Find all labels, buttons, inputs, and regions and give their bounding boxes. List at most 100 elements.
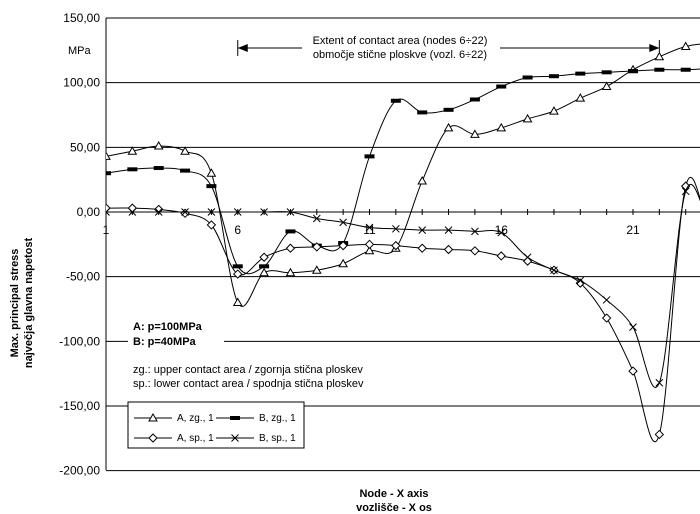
- notes-bg: [128, 362, 374, 392]
- data-point: [338, 240, 348, 251]
- y-tick-label: -150,00: [59, 399, 100, 413]
- data-point: [106, 151, 111, 160]
- data-point: [181, 208, 189, 216]
- data-point: [128, 208, 137, 216]
- data-point: [444, 226, 453, 234]
- series-B, sp., 1: [106, 183, 700, 388]
- extent-annotation: Extent of contact area (nodes 6÷22) obmo…: [237, 33, 660, 63]
- x-axis-title-line1: Node - X axis: [359, 488, 428, 500]
- data-point: [206, 184, 217, 189]
- data-point: [417, 110, 428, 115]
- case-a-label: A: p=100MPa: [133, 321, 203, 333]
- legend-label-b-zg: B, zg., 1: [259, 413, 296, 424]
- series-A, zg., 1: [106, 41, 700, 307]
- data-point: [681, 187, 690, 196]
- data-point: [654, 51, 665, 61]
- legend-marker: [148, 412, 158, 422]
- data-point: [153, 204, 164, 215]
- data-point: [680, 67, 691, 72]
- series-line: [106, 176, 700, 443]
- legend-label-a-sp: A, sp., 1: [177, 433, 214, 444]
- data-point: [391, 240, 401, 251]
- data-point: [259, 267, 269, 277]
- data-point: [470, 246, 480, 256]
- data-point: [629, 323, 637, 331]
- data-point: [206, 220, 217, 230]
- data-point: [180, 168, 191, 173]
- data-point: [522, 113, 533, 123]
- data-point: [127, 203, 138, 213]
- case-b-label: B: p=40MPa: [133, 336, 197, 348]
- legend-label-a-zg: A, zg., 1: [177, 413, 214, 424]
- data-point: [417, 175, 428, 185]
- data-point: [470, 129, 480, 138]
- data-point: [575, 71, 586, 76]
- data-point: [364, 154, 375, 159]
- unit-label: MPa: [68, 45, 92, 57]
- data-point: [260, 208, 268, 216]
- data-point: [601, 70, 612, 75]
- data-point: [418, 226, 427, 234]
- legend-marker: [230, 416, 240, 420]
- data-point: [628, 366, 638, 376]
- data-point: [601, 313, 612, 323]
- data-point: [576, 276, 585, 285]
- data-point: [443, 107, 454, 112]
- extent-arrow-left: [237, 44, 248, 52]
- data-point: [233, 269, 243, 279]
- data-point: [285, 229, 296, 234]
- data-point: [312, 242, 322, 252]
- data-point: [497, 228, 506, 237]
- data-point: [285, 243, 296, 253]
- y-tick-label: -200,00: [59, 464, 100, 478]
- data-point: [654, 67, 665, 72]
- data-point: [127, 167, 138, 172]
- legend: A, zg., 1 B, zg., 1 A, sp., 1 B, sp., 1: [127, 401, 305, 449]
- data-point: [523, 253, 532, 262]
- data-point: [471, 227, 479, 236]
- y-tick-label: 50,00: [70, 140, 100, 154]
- x-axis-ticks: 1611162126: [103, 209, 687, 237]
- data-point: [153, 166, 164, 171]
- data-point: [285, 267, 296, 277]
- x-tick-label: 11: [363, 223, 376, 237]
- data-point: [311, 265, 322, 274]
- data-point: [548, 74, 559, 79]
- extent-label-bg: [302, 33, 500, 63]
- data-point: [602, 296, 611, 304]
- data-point: [549, 106, 559, 115]
- data-point: [522, 75, 533, 80]
- case-label-bg: [128, 318, 224, 348]
- data-point: [469, 97, 480, 102]
- data-point: [655, 378, 664, 387]
- x-tick-label: 21: [626, 223, 640, 237]
- data-point: [443, 122, 454, 132]
- y-tick-label: 0,00: [77, 205, 101, 219]
- data-point: [338, 258, 349, 268]
- extent-label-line1: Extent of contact area (nodes 6÷22): [313, 35, 488, 47]
- data-point: [153, 141, 164, 150]
- data-point: [522, 256, 533, 266]
- y-axis-ticks: 150,00 100,00 50,00 0,00 -50,00 -100,00 -150,0…: [59, 11, 100, 478]
- series-B, zg., 1: [106, 67, 700, 275]
- y-tick-label: 150,00: [63, 11, 100, 25]
- legend-box: [127, 401, 305, 449]
- data-point: [106, 203, 111, 213]
- data-point: [496, 251, 506, 261]
- data-point: [654, 429, 665, 440]
- sp-note: sp.: lower contact area / spodnja stična…: [133, 378, 364, 390]
- data-point: [365, 223, 374, 232]
- data-point: [312, 214, 321, 223]
- data-point: [154, 208, 163, 216]
- data-point: [550, 266, 558, 275]
- data-point: [496, 122, 507, 132]
- x-axis-title-line2: vozlišče - X os: [356, 502, 432, 514]
- data-point: [127, 146, 138, 155]
- legend-marker: [148, 433, 158, 443]
- zg-note: zg.: upper contact area / zgornja stična…: [133, 364, 363, 376]
- data-point: [106, 208, 110, 216]
- data-point: [180, 208, 190, 219]
- series-line: [106, 183, 700, 388]
- data-point: [259, 264, 270, 269]
- y-tick-label: 100,00: [63, 76, 100, 90]
